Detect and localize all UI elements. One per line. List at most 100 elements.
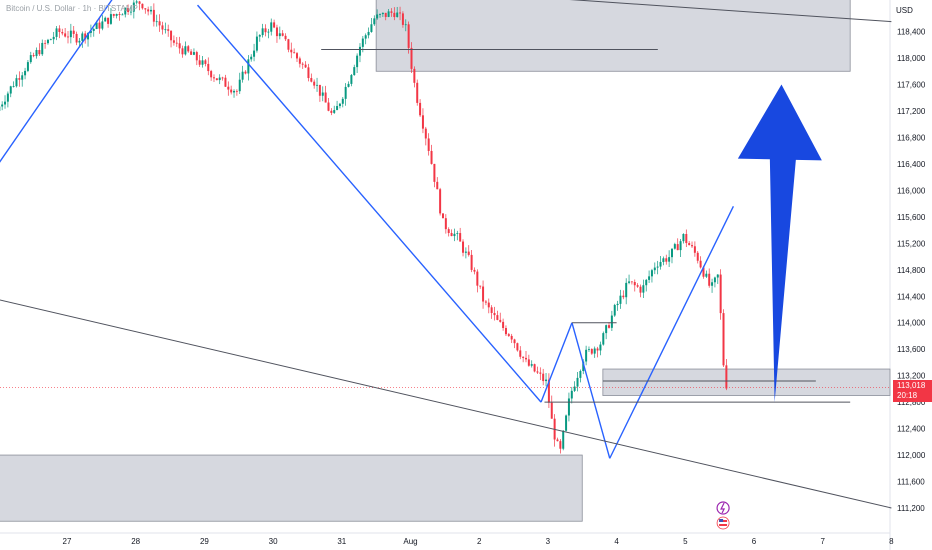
candle-body	[155, 21, 158, 23]
zone-rect	[602, 368, 891, 396]
candle-body	[653, 267, 656, 271]
zones	[0, 0, 891, 522]
candle-body	[668, 257, 671, 262]
y-tick-label: 114,000	[897, 319, 926, 328]
candle-body	[49, 39, 52, 41]
candle-body	[522, 356, 525, 358]
candle-body	[69, 30, 72, 38]
candle-body	[484, 301, 487, 303]
candle-body	[605, 325, 608, 334]
candle-body	[195, 52, 198, 61]
candle-body	[192, 52, 195, 55]
candle-body	[212, 77, 215, 79]
candle-body	[464, 251, 467, 253]
candle-body	[204, 60, 207, 64]
candle-body	[287, 39, 290, 50]
candle-body	[713, 277, 716, 283]
candle-body	[172, 40, 175, 43]
candle-body	[370, 24, 373, 32]
candle-body	[396, 12, 399, 18]
candle-body	[688, 243, 691, 246]
candle-body	[307, 67, 310, 79]
candle-body	[124, 7, 127, 15]
y-tick-label: 112,400	[897, 425, 926, 434]
x-tick-label: 4	[614, 537, 619, 546]
candle-body	[725, 365, 728, 389]
candle-body	[270, 22, 273, 32]
candle-body	[427, 138, 430, 151]
candle-body	[399, 12, 402, 14]
candle-body	[318, 84, 321, 96]
chart-title: Bitcoin / U.S. Dollar · 1h · BITSTAMP	[6, 4, 138, 13]
candle-body	[253, 50, 256, 57]
candle-body	[585, 349, 588, 362]
candle-body	[255, 36, 258, 51]
event-icons	[716, 501, 730, 530]
x-tick-label: 27	[63, 537, 72, 546]
candle-body	[413, 68, 416, 83]
candle-body	[602, 333, 605, 345]
lightning-icon	[716, 501, 730, 515]
candle-body	[210, 71, 213, 78]
candle-body	[1, 104, 4, 107]
candle-body	[450, 233, 453, 237]
y-tick-label: 116,800	[897, 133, 926, 142]
candle-body	[519, 350, 522, 357]
candle-body	[310, 78, 313, 82]
candle-body	[404, 24, 407, 26]
candle-body	[152, 9, 155, 22]
x-tick-label: 7	[820, 537, 825, 546]
axes	[0, 0, 891, 550]
candle-body	[336, 106, 339, 111]
candle-body	[510, 335, 513, 340]
target-arrow	[737, 84, 822, 403]
candle-body	[313, 81, 316, 86]
candle-body	[711, 282, 714, 286]
x-tick-label: 3	[546, 537, 551, 546]
y-tick-label: 118,400	[897, 28, 926, 37]
candle-body	[530, 364, 533, 366]
candle-body	[662, 258, 665, 262]
candle-body	[198, 60, 201, 65]
candle-body	[587, 349, 590, 350]
candle-body	[293, 52, 296, 54]
candle-body	[619, 295, 622, 304]
candle-body	[645, 279, 648, 286]
candle-body	[181, 48, 184, 55]
candle-body	[264, 28, 267, 33]
candle-body	[550, 402, 553, 419]
candle-body	[167, 29, 170, 31]
currency-label[interactable]: USD	[896, 6, 913, 15]
candle-body	[321, 92, 324, 96]
y-tick-label: 116,000	[897, 186, 926, 195]
candle-body	[401, 13, 404, 25]
trend-line	[197, 4, 542, 403]
candle-body	[545, 379, 548, 382]
zone-rect	[0, 454, 583, 522]
current-price-label: 113,018	[897, 381, 926, 390]
candle-body	[682, 233, 685, 242]
trend-line	[609, 205, 735, 459]
support-line	[0, 299, 892, 509]
candle-body	[433, 163, 436, 182]
candle-body	[81, 33, 84, 41]
candle-body	[132, 2, 135, 12]
candle-body	[115, 14, 118, 16]
candle-body	[476, 271, 479, 286]
drawings	[0, 0, 892, 509]
candle-body	[447, 229, 450, 234]
candle-body	[542, 373, 545, 382]
candle-body	[665, 258, 668, 262]
candle-body	[67, 36, 69, 38]
candle-body	[496, 315, 499, 320]
candle-body	[539, 372, 542, 374]
candle-body	[38, 50, 41, 55]
candle-body	[304, 64, 307, 68]
candle-body	[430, 150, 433, 164]
candle-body	[573, 386, 576, 391]
candle-body	[184, 46, 187, 55]
trend-line	[0, 0, 113, 163]
zone-rect	[375, 0, 851, 72]
